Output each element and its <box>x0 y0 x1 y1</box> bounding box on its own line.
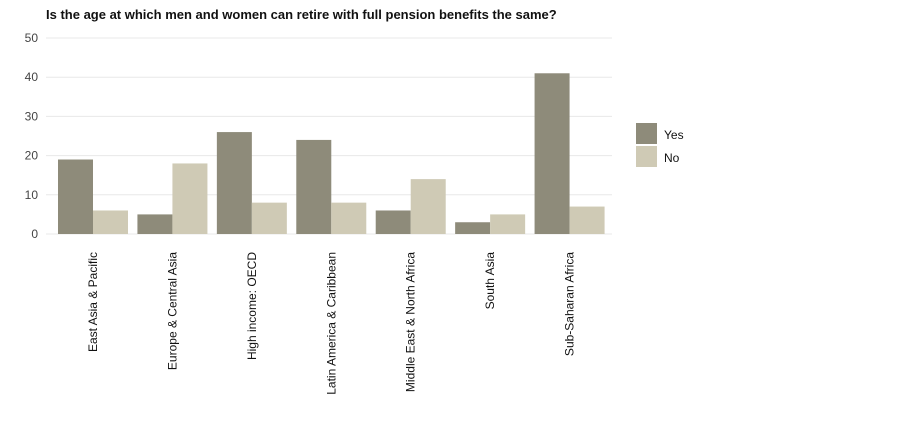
y-tick-label-4: 40 <box>25 70 39 84</box>
x-tick-label-6: Sub-Saharan Africa <box>563 252 577 356</box>
x-tick-label-0: East Asia & Pacific <box>86 252 100 352</box>
bar-yes-6 <box>534 73 570 234</box>
x-axis-labels: East Asia & Pacific Europe & Central Asia… <box>86 252 577 395</box>
y-axis-ticks: 0 10 20 30 40 50 <box>25 31 39 241</box>
legend-swatch-yes <box>636 123 657 144</box>
legend-swatch-no <box>636 146 657 167</box>
x-tick-label-5: South Asia <box>483 252 497 310</box>
y-tick-label-2: 20 <box>25 149 39 163</box>
bar-no-1 <box>172 163 208 234</box>
legend-label-yes: Yes <box>664 128 684 142</box>
x-tick-label-3: Latin America & Caribbean <box>324 252 338 395</box>
bar-yes-3 <box>296 139 332 234</box>
bar-no-2 <box>251 202 287 234</box>
bar-no-5 <box>490 214 526 234</box>
x-tick-label-1: Europe & Central Asia <box>165 252 179 370</box>
bar-no-3 <box>331 202 367 234</box>
x-tick-label-4: Middle East & North Africa <box>404 252 418 392</box>
y-tick-label-0: 0 <box>31 227 38 241</box>
bar-yes-2 <box>216 132 252 234</box>
y-tick-label-3: 30 <box>25 109 39 123</box>
legend: Yes No <box>636 123 684 167</box>
chart-title: Is the age at which men and women can re… <box>46 7 557 22</box>
bars <box>58 73 605 234</box>
bar-no-4 <box>410 179 446 234</box>
bar-yes-5 <box>455 222 491 234</box>
x-tick-label-2: High income: OECD <box>245 252 259 360</box>
y-tick-label-5: 50 <box>25 31 39 45</box>
y-tick-label-1: 10 <box>25 188 39 202</box>
bar-yes-1 <box>137 214 173 234</box>
bar-no-0 <box>93 210 128 234</box>
bar-yes-0 <box>58 159 93 234</box>
bar-yes-4 <box>375 210 411 234</box>
legend-label-no: No <box>664 151 680 165</box>
bar-no-6 <box>569 206 605 234</box>
